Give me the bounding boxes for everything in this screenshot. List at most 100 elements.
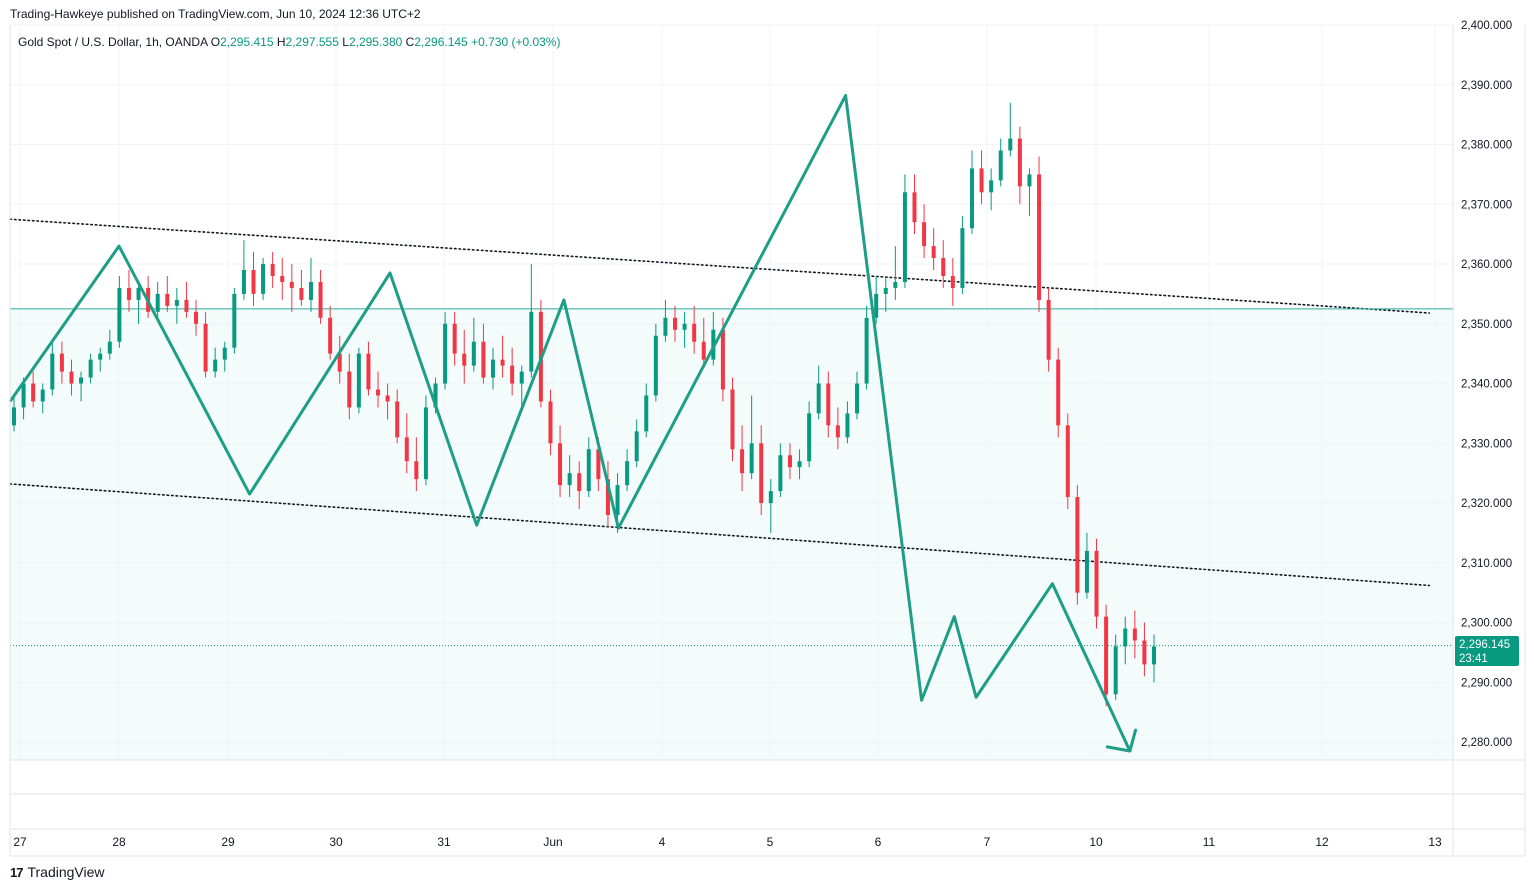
- candle-body: [1104, 616, 1109, 695]
- candle: [768, 479, 773, 533]
- tradingview-logo[interactable]: 17 TradingView: [10, 864, 105, 880]
- price-tick-label: 2,280.000: [1461, 737, 1512, 749]
- candle: [1017, 126, 1022, 205]
- candle-body: [931, 246, 936, 259]
- candle-body: [673, 317, 678, 330]
- candle: [184, 281, 189, 318]
- candle-body: [1008, 138, 1013, 151]
- candle-body: [356, 353, 361, 408]
- candle: [634, 419, 639, 468]
- candle: [98, 347, 103, 372]
- candle-body: [1056, 359, 1061, 426]
- candle-body: [912, 192, 917, 223]
- candle: [452, 311, 457, 366]
- candle-body: [902, 192, 907, 282]
- time-tick-label: 31: [437, 835, 451, 849]
- candle-body: [644, 395, 649, 432]
- time-tick-label: 4: [659, 835, 666, 849]
- candle-body: [107, 341, 112, 354]
- candle: [663, 299, 668, 342]
- high-value: 2,297.555: [285, 35, 339, 49]
- candle-body: [299, 287, 304, 300]
- candle: [797, 449, 802, 480]
- candle-body: [615, 485, 620, 515]
- candle: [299, 270, 304, 306]
- candle: [1084, 532, 1089, 599]
- candle: [1113, 634, 1118, 701]
- symbol-name[interactable]: Gold Spot / U.S. Dollar, 1h, OANDA: [18, 35, 208, 49]
- candle-body: [376, 389, 381, 396]
- candle-body: [874, 293, 879, 318]
- candle-body: [481, 341, 486, 378]
- candle-body: [308, 281, 313, 300]
- candle-body: [941, 258, 946, 276]
- candle: [59, 341, 64, 384]
- candle-body: [1152, 646, 1156, 665]
- candle-body: [816, 383, 821, 414]
- candle: [883, 275, 888, 312]
- candle: [912, 174, 917, 235]
- sub-pane: [10, 760, 1453, 794]
- candle-body: [682, 323, 687, 330]
- price-tick-label: 2,310.000: [1461, 558, 1512, 570]
- candle: [922, 204, 927, 259]
- candle-body: [79, 377, 84, 384]
- time-axis[interactable]: 27 28 29 30 31 Jun 4 5 6 7 10 11 12 13: [13, 835, 1442, 849]
- candle-body: [519, 371, 524, 384]
- candle: [979, 150, 984, 205]
- candle: [194, 299, 199, 336]
- candle-body: [318, 281, 323, 318]
- candle-body: [625, 461, 630, 486]
- candle: [989, 168, 994, 211]
- candle-body: [567, 473, 572, 486]
- candle: [893, 246, 898, 300]
- candle-body: [692, 323, 697, 342]
- candle: [864, 305, 869, 390]
- candle-body: [12, 407, 16, 426]
- candle-body: [289, 281, 294, 288]
- candlesticks: [12, 102, 1156, 707]
- candle-body: [1046, 299, 1051, 360]
- candle-body: [1017, 138, 1022, 187]
- candle-body: [749, 443, 754, 474]
- price-axis[interactable]: 2,280.000 2,290.000 2,300.000 2,310.000 2,32…: [1461, 20, 1512, 749]
- time-tick-label: 6: [875, 835, 882, 849]
- candle: [50, 341, 55, 396]
- candle-body: [1142, 640, 1147, 665]
- candle: [356, 347, 361, 414]
- candle-body: [634, 431, 639, 462]
- candle-body: [462, 353, 467, 366]
- candle-body: [117, 287, 122, 342]
- candle: [203, 311, 208, 378]
- candle: [682, 311, 687, 348]
- price-axis-panel: [1453, 25, 1525, 830]
- candle: [318, 270, 323, 324]
- candle: [605, 461, 610, 527]
- high-label: H: [276, 35, 286, 49]
- candle-body: [960, 228, 965, 288]
- candle: [490, 347, 495, 390]
- candle: [136, 281, 141, 324]
- candle: [261, 258, 266, 300]
- candle: [673, 305, 678, 342]
- candle: [1008, 102, 1013, 157]
- gradient-fill-area: [10, 310, 1453, 760]
- candle-body: [759, 443, 764, 504]
- candle: [625, 449, 630, 492]
- candle: [730, 377, 735, 462]
- candle: [567, 455, 572, 498]
- candle-body: [510, 365, 515, 384]
- candle-body: [203, 323, 208, 372]
- time-tick-label: 13: [1428, 835, 1442, 849]
- candle: [107, 329, 112, 360]
- candle-body: [270, 264, 275, 276]
- candle: [931, 228, 936, 270]
- candle: [471, 317, 476, 372]
- candle-body: [222, 347, 227, 360]
- candle-body: [998, 150, 1003, 181]
- candle-body: [433, 383, 438, 408]
- candle: [1075, 485, 1080, 605]
- candle: [31, 371, 36, 408]
- candle-body: [50, 353, 55, 390]
- time-tick-label: Jun: [543, 835, 562, 849]
